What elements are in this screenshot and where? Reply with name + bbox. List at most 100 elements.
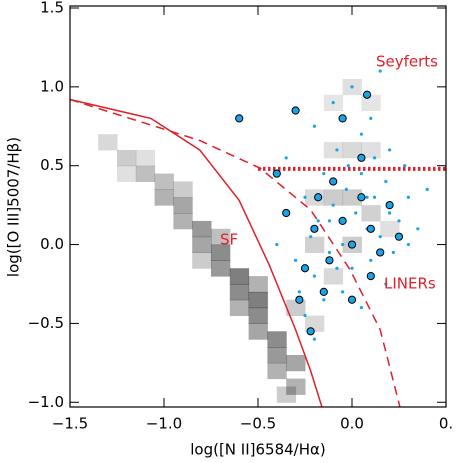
circled-point [366,272,375,281]
density-cell [154,189,174,206]
point [388,148,392,152]
density-layer [98,78,400,403]
point [341,290,345,294]
density-cell [286,354,306,372]
density-cell [380,220,400,238]
density-cell [276,386,297,403]
circled-point [366,224,375,233]
point [303,313,307,318]
density-cell [154,173,174,190]
circled-point [310,224,319,233]
point [335,148,339,152]
point [312,337,316,341]
circled-point [329,177,338,186]
density-cell [98,134,118,151]
point [406,242,410,247]
density-cell [173,197,193,214]
point [397,219,401,223]
y-tick-label: 0.0 [40,235,64,253]
density-cell [323,268,344,285]
point [294,258,298,262]
y-tick-label: 1.5 [40,0,64,17]
density-cell [267,331,287,348]
point [384,179,388,184]
axes: −1.5 −1.0 −0.5 0.0 0. −1.0 −0.5 0.0 0.5 1.0 1.5 [28,0,454,433]
point [369,116,373,120]
density-cell [211,260,231,277]
circled-point [319,287,328,296]
density-cell [286,378,306,395]
density-cell [135,165,156,182]
circled-point [295,295,304,304]
point [354,211,358,215]
density-cell [192,252,212,269]
circled-point [357,153,366,162]
circled-point [338,114,347,123]
density-cell [229,283,250,301]
circled-point [362,90,372,99]
density-cell [323,189,344,206]
x-axis-label: log([N II]6584/Hα) [190,441,326,459]
circled-point [272,169,281,178]
density-cell [361,142,381,159]
circled-point [394,232,404,241]
point [335,266,339,270]
density-cell [211,244,231,261]
point [359,306,363,310]
point [350,85,354,89]
point [416,227,420,231]
point [327,219,332,223]
density-cell [248,276,268,293]
point [341,242,345,247]
line-layer [70,98,446,407]
annotation: Seyferts [376,53,438,71]
point [388,211,392,215]
density-cell [248,323,268,340]
point [331,203,335,207]
circled-point [376,248,385,257]
density-cell [323,142,344,159]
density-cell [117,165,137,182]
point [344,187,348,191]
point [312,274,316,278]
point [403,164,407,168]
point [372,156,377,160]
point [406,195,410,199]
y-axis-label: log([O III]5007/Hβ) [5,137,23,277]
y-tick-label: −1.0 [28,393,64,411]
point [316,219,320,223]
point [359,171,363,176]
density-cell [361,205,381,222]
point [284,156,288,160]
point [297,290,301,294]
point [359,132,363,136]
circled-point [357,193,366,202]
density-cell [248,307,268,324]
x-tick-label: 0. [439,415,453,433]
density-cell [229,299,250,317]
circled-point [235,114,244,123]
density-cell [361,94,381,112]
annotation: LINERs [384,275,436,293]
point-layer [235,69,429,341]
density-cell [248,291,268,309]
y-tick-label: −0.5 [28,314,64,332]
point [275,242,279,247]
x-tick-label: 0.0 [340,415,364,433]
point [365,195,369,199]
density-cell [286,299,306,317]
circled-point [282,208,291,218]
point [372,195,377,199]
point [303,195,307,199]
density-cell [305,236,325,253]
density-cell [342,142,362,159]
point [378,69,382,73]
x-tick-label: −1.5 [52,415,88,433]
density-cell [342,189,362,206]
annotation: SF [220,231,238,249]
point [391,250,395,255]
circled-point [291,106,300,115]
reference-line [70,98,401,407]
point [312,124,316,128]
